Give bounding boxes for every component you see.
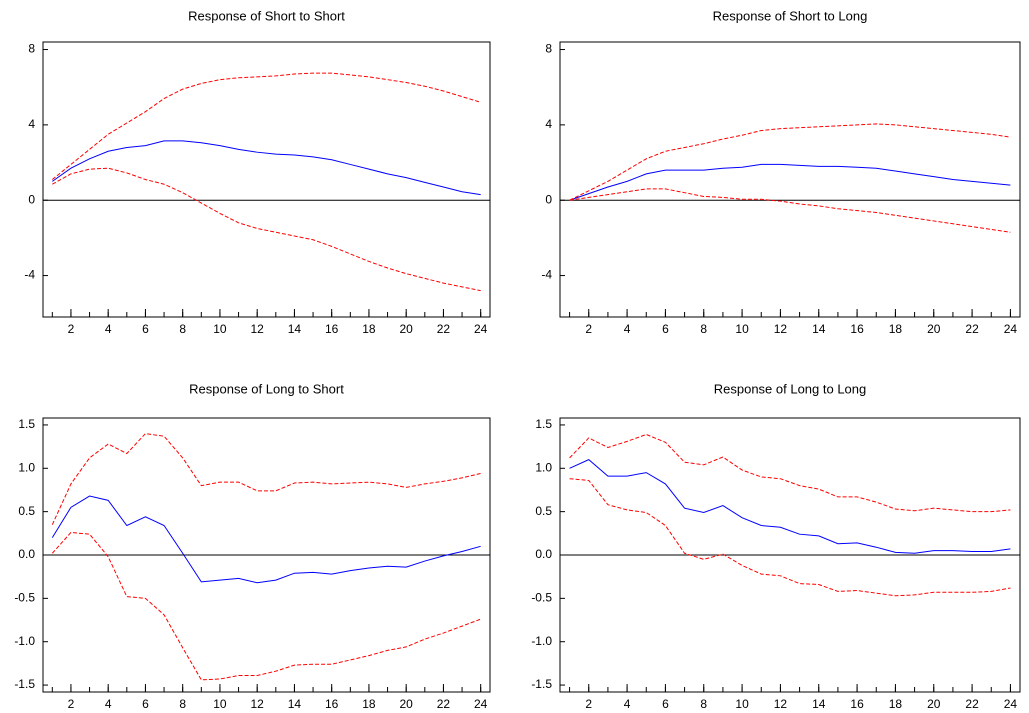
x-tick-label: 24	[1004, 322, 1018, 336]
x-tick-label: 4	[624, 697, 631, 711]
x-tick-label: 16	[850, 322, 864, 336]
x-tick-label: 6	[142, 322, 149, 336]
chart-title: Response of Long to Long	[714, 381, 867, 396]
x-tick-label: 2	[585, 322, 592, 336]
series-line	[569, 433, 1011, 513]
x-tick-label: 18	[889, 697, 903, 711]
x-tick-label: 18	[889, 322, 903, 336]
y-tick-label: 0	[28, 192, 35, 206]
y-tick-label: -1.5	[531, 677, 552, 691]
x-tick-label: 24	[1004, 697, 1018, 711]
series-line	[51, 72, 481, 180]
y-tick-label: -1.0	[14, 634, 35, 648]
x-tick-label: 20	[927, 697, 941, 711]
plot-frame	[559, 41, 1021, 318]
y-tick-label: 1.0	[18, 460, 35, 474]
series-line	[52, 140, 481, 196]
x-tick-label: 12	[774, 697, 788, 711]
y-tick-label: 1.5	[18, 417, 35, 431]
x-tick-label: 10	[213, 697, 227, 711]
x-tick-label: 24	[474, 697, 488, 711]
y-tick-label: -0.5	[14, 591, 35, 605]
series-line	[51, 531, 481, 681]
y-tick-label: -1.5	[14, 677, 35, 691]
y-tick-label: 0.5	[535, 504, 552, 518]
x-tick-label: 4	[624, 322, 631, 336]
series-line	[51, 433, 481, 525]
series-line	[51, 495, 481, 584]
x-tick-label: 10	[735, 322, 749, 336]
chart-title: Response of Long to Short	[189, 381, 344, 396]
x-tick-label: 22	[437, 322, 451, 336]
x-tick-label: 20	[400, 697, 414, 711]
panel: Response of Long to Short -1.5 -1.0 -0.5 0.0…	[14, 381, 491, 711]
y-tick-label: 1.0	[535, 460, 552, 474]
y-tick-label: 4	[28, 117, 35, 131]
y-tick-label: -4	[24, 268, 35, 282]
x-tick-label: 16	[325, 322, 339, 336]
y-tick-label: 8	[545, 42, 552, 56]
series-line	[569, 188, 1011, 233]
x-tick-label: 12	[251, 322, 265, 336]
x-tick-label: 6	[662, 322, 669, 336]
x-tick-label: 18	[362, 322, 376, 336]
x-tick-label: 8	[179, 322, 186, 336]
x-tick-label: 4	[105, 322, 112, 336]
series-line	[569, 459, 1011, 554]
x-tick-label: 24	[474, 322, 488, 336]
y-tick-label: 1.5	[535, 417, 552, 431]
x-tick-label: 6	[662, 697, 669, 711]
x-tick-label: 10	[735, 697, 749, 711]
plot-frame	[42, 41, 491, 318]
x-tick-label: 2	[585, 697, 592, 711]
y-tick-label: 0	[545, 192, 552, 206]
x-tick-label: 4	[105, 697, 112, 711]
y-tick-label: 0.5	[18, 504, 35, 518]
y-tick-label: 0.0	[535, 547, 552, 561]
series-line	[569, 163, 1011, 201]
y-tick-label: 0.0	[18, 547, 35, 561]
chart-title: Response of Short to Long	[713, 8, 868, 23]
x-tick-label: 12	[774, 322, 788, 336]
series-line	[569, 478, 1011, 597]
x-tick-label: 22	[965, 697, 979, 711]
x-tick-label: 2	[68, 322, 75, 336]
series-line	[52, 167, 481, 292]
y-tick-label: -4	[541, 268, 552, 282]
x-tick-label: 14	[812, 322, 826, 336]
x-tick-label: 20	[927, 322, 941, 336]
x-tick-label: 20	[400, 322, 414, 336]
x-tick-label: 18	[362, 697, 376, 711]
y-tick-label: 8	[28, 42, 35, 56]
x-tick-label: 6	[142, 697, 149, 711]
x-tick-label: 14	[812, 697, 826, 711]
x-tick-label: 16	[850, 697, 864, 711]
x-tick-label: 8	[179, 697, 186, 711]
x-tick-label: 2	[68, 697, 75, 711]
y-tick-label: -0.5	[531, 591, 552, 605]
panel: Response of Long to Long -1.5 -1.0 -0.5 0.0 0…	[531, 381, 1021, 711]
chart-title: Response of Short to Short	[188, 8, 345, 23]
series-line	[569, 123, 1011, 201]
x-tick-label: 22	[437, 697, 451, 711]
y-tick-label: 4	[545, 117, 552, 131]
x-tick-label: 8	[700, 322, 707, 336]
x-tick-label: 14	[288, 697, 302, 711]
x-tick-label: 12	[251, 697, 265, 711]
x-tick-label: 8	[700, 697, 707, 711]
x-tick-label: 22	[965, 322, 979, 336]
x-tick-label: 10	[213, 322, 227, 336]
y-tick-label: -1.0	[531, 634, 552, 648]
x-tick-label: 14	[288, 322, 302, 336]
x-tick-label: 16	[325, 697, 339, 711]
